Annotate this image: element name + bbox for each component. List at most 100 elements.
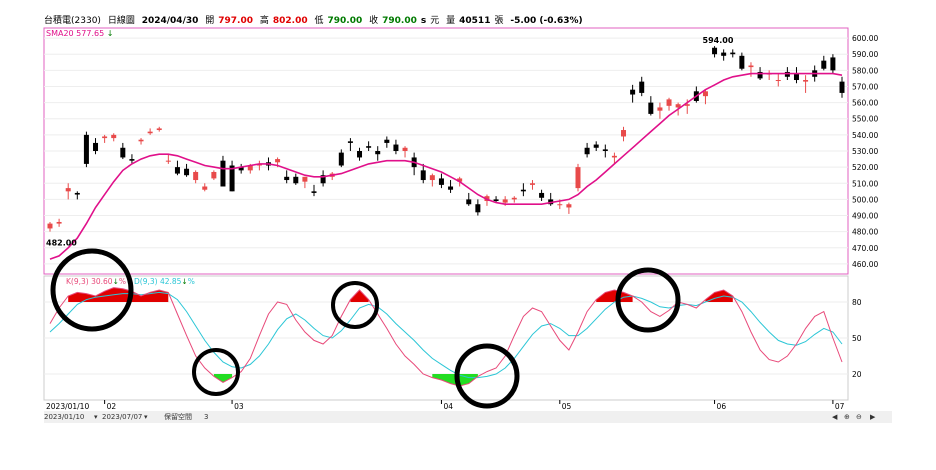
- close-label: 收: [369, 16, 379, 26]
- candle: [293, 173, 299, 185]
- candle-body: [803, 80, 809, 82]
- candle-body: [602, 149, 608, 151]
- candle: [493, 196, 499, 203]
- margin-value[interactable]: 3: [204, 413, 209, 421]
- close-suffix: 元: [430, 16, 440, 26]
- candle-body: [657, 107, 663, 111]
- candle-body: [129, 159, 135, 161]
- scroll-right-icon[interactable]: ▶: [870, 413, 876, 421]
- candle-body: [384, 139, 390, 143]
- candle-body: [284, 176, 290, 181]
- candle-body: [648, 102, 654, 114]
- candle: [766, 70, 772, 81]
- candle-body: [712, 47, 718, 55]
- chart-type-label: 日線圖: [107, 16, 135, 26]
- high-annotation: 594.00: [703, 36, 734, 45]
- x-tick-label: 2023/01/10: [46, 402, 89, 411]
- candle: [74, 191, 80, 200]
- oversold-fill: [213, 374, 233, 383]
- overbought-fill: [68, 287, 169, 302]
- range-start-dropdown[interactable]: ▾: [94, 413, 98, 421]
- highlight-circle: [50, 248, 134, 332]
- candlesticks: [47, 46, 845, 232]
- kd-tick-label: 80: [852, 298, 862, 307]
- candle: [347, 138, 353, 151]
- candle-body: [293, 176, 299, 184]
- candle: [475, 199, 481, 216]
- kd-axis: 20 50 80: [852, 298, 862, 379]
- candle-body: [721, 52, 727, 56]
- candle-body: [775, 80, 781, 82]
- candle: [611, 152, 617, 164]
- candle: [520, 183, 526, 197]
- high-value: 802.00: [272, 16, 308, 26]
- candle-body: [684, 104, 690, 106]
- zoom-in-icon[interactable]: ⊕: [844, 413, 850, 421]
- candle-body: [311, 191, 317, 193]
- candle: [184, 163, 190, 177]
- candle: [821, 55, 827, 71]
- candle-body: [739, 55, 745, 69]
- sma20-line: [49, 72, 843, 260]
- price-tick-label: 500.00: [852, 195, 878, 204]
- stock-name: 台積電(2330): [44, 16, 101, 26]
- candle-body: [83, 134, 89, 164]
- price-tick-label: 530.00: [852, 147, 878, 156]
- low-value: 790.00: [327, 16, 363, 26]
- close-value: 790.00: [382, 16, 417, 26]
- kd-gridlines: [44, 301, 848, 375]
- candle-body: [511, 197, 517, 200]
- candle: [712, 46, 718, 58]
- candle: [511, 196, 517, 203]
- candle: [702, 89, 708, 105]
- overbought-fill: [350, 290, 369, 302]
- candle-body: [184, 168, 190, 176]
- candle: [393, 139, 399, 155]
- candle: [65, 183, 71, 200]
- d-line: [49, 291, 843, 379]
- candle: [466, 192, 472, 206]
- candle-body: [584, 147, 590, 155]
- candle-body: [466, 199, 472, 205]
- candle: [83, 131, 89, 168]
- price-axis: 460.00 470.00 480.00 490.00 500.00 510.00 520.…: [852, 34, 878, 269]
- range-end[interactable]: 2023/07/07: [102, 413, 143, 421]
- candle: [575, 163, 581, 192]
- x-tick-label: 05: [562, 402, 572, 411]
- margin-label: 保留空間: [164, 413, 192, 421]
- candle: [138, 138, 144, 145]
- candle: [402, 146, 408, 158]
- candle-body: [65, 188, 71, 192]
- scroll-left-icon[interactable]: ◀: [832, 413, 838, 421]
- volume-label: 量: [446, 16, 456, 26]
- candle: [411, 152, 417, 176]
- candle: [384, 136, 390, 148]
- candle: [147, 128, 153, 135]
- candle-body: [174, 167, 180, 174]
- candle: [593, 141, 599, 151]
- price-tick-label: 580.00: [852, 66, 878, 75]
- range-bar: 2023/01/10 ▾ 2023/07/07 ▾ 保留空間 3 ◀ ⊕ ⊖ ▶: [44, 411, 892, 423]
- overbought-fill: [596, 290, 633, 302]
- candle: [47, 221, 53, 232]
- candle-body: [147, 131, 153, 134]
- candle-body: [347, 141, 353, 143]
- candle-body: [821, 60, 827, 69]
- range-end-dropdown[interactable]: ▾: [144, 413, 148, 421]
- range-start[interactable]: 2023/01/10: [44, 413, 85, 421]
- candle-body: [229, 165, 235, 192]
- price-tick-label: 520.00: [852, 163, 878, 172]
- candle: [630, 84, 636, 103]
- candle-body: [56, 221, 62, 224]
- candle-body: [320, 175, 326, 184]
- candle-body: [165, 160, 171, 162]
- candle: [111, 133, 117, 142]
- open-value: 797.00: [218, 16, 253, 26]
- price-tick-label: 550.00: [852, 115, 878, 124]
- candle-body: [621, 130, 627, 137]
- candle-body: [502, 199, 508, 203]
- zoom-out-icon[interactable]: ⊖: [856, 413, 862, 421]
- price-tick-label: 600.00: [852, 34, 878, 43]
- candle: [657, 102, 663, 119]
